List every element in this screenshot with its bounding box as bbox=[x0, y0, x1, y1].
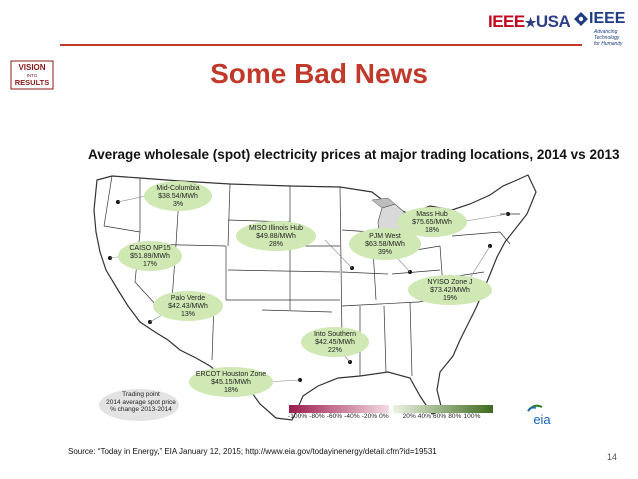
slide-title: Some Bad News bbox=[210, 58, 428, 89]
svg-text:INTO: INTO bbox=[27, 73, 38, 78]
bubble-mass bbox=[397, 207, 467, 237]
hub-name: PJM West bbox=[369, 233, 401, 240]
hub-name: Into Southern bbox=[314, 331, 356, 338]
hub-name: MISO Illinois Hub bbox=[249, 225, 303, 232]
bubble-ercot bbox=[189, 367, 273, 397]
scale-label: -80% bbox=[309, 413, 325, 420]
hub-change: 19% bbox=[443, 295, 457, 302]
hub-name: Palo Verde bbox=[171, 295, 205, 302]
scale-labels: -100% -80% -60% -40% -20% 0% 20% 40% 60%… bbox=[288, 413, 508, 420]
hub-change: 17% bbox=[143, 261, 157, 268]
bubble-palo-verde bbox=[153, 291, 223, 321]
source-note: Source: “Today in Energy,” EIA January 1… bbox=[68, 447, 437, 456]
ieee-diamond-icon bbox=[574, 12, 588, 26]
scale-label: -100% bbox=[288, 413, 308, 420]
hub-price: $51.89/MWh bbox=[130, 253, 170, 260]
hub-price: $42.43/MWh bbox=[168, 303, 208, 310]
bubble-caiso bbox=[118, 241, 182, 271]
hub-price: $75.65/MWh bbox=[412, 219, 452, 226]
legend-text: Trading point 2014 average spot price % … bbox=[96, 391, 186, 414]
scale-label: 0% bbox=[379, 413, 389, 420]
ieee-logo: IEEE Advancing Technology for Humanity bbox=[574, 10, 634, 50]
legend-line: 2014 average spot price bbox=[106, 398, 176, 406]
scale-label: -40% bbox=[344, 413, 360, 420]
hub-price: $49.88/MWh bbox=[256, 233, 296, 240]
hub-price: $38.54/MWh bbox=[158, 193, 198, 200]
vision-into-results-logo: VISION INTO RESULTS bbox=[10, 60, 54, 90]
bubble-miso bbox=[236, 221, 316, 251]
hub-change: 22% bbox=[328, 347, 342, 354]
hub-name: Mid-Columbia bbox=[156, 185, 199, 192]
page-number: 14 bbox=[607, 452, 618, 462]
scale-label: 100% bbox=[463, 413, 481, 420]
hub-change: 3% bbox=[173, 201, 183, 208]
scale-label: 80% bbox=[448, 413, 462, 420]
hub-name: NYISO Zone J bbox=[427, 279, 472, 286]
legend-bubble bbox=[99, 389, 179, 421]
hub-change: 18% bbox=[224, 387, 238, 394]
hub-labels: Mid-Columbia $38.54/MWh 3% CAISO NP15 $5… bbox=[129, 185, 472, 394]
legend-line: % change 2013-2014 bbox=[110, 406, 172, 413]
bubble-pjm bbox=[349, 228, 421, 260]
ieee-usa-logo: IEEE★USA bbox=[488, 12, 571, 31]
scale-label: 60% bbox=[433, 413, 447, 420]
svg-text:VISION: VISION bbox=[18, 63, 45, 72]
hub-name: Mass Hub bbox=[416, 211, 448, 218]
bubble-southern bbox=[301, 327, 369, 357]
hub-price: $45.15/MWh bbox=[211, 379, 251, 386]
scale-label: 20% bbox=[402, 413, 416, 420]
scale-label: -60% bbox=[326, 413, 343, 420]
hub-bubbles bbox=[118, 181, 492, 397]
bubble-mid-columbia bbox=[144, 181, 212, 211]
eia-logo-text: eia bbox=[533, 412, 551, 427]
hub-name: ERCOT Houston Zone bbox=[196, 371, 266, 378]
eia-logo: eia bbox=[527, 404, 551, 427]
hub-price: $73.42/MWh bbox=[430, 287, 470, 294]
hub-name: CAISO NP15 bbox=[129, 245, 170, 252]
scale-label: 40% bbox=[417, 413, 432, 420]
color-scale bbox=[289, 405, 493, 413]
bubble-nyiso bbox=[408, 275, 492, 305]
hub-price: $42.45/MWh bbox=[315, 339, 355, 346]
hub-change: 13% bbox=[181, 311, 195, 318]
ieee-tagline: Advancing Technology for Humanity bbox=[594, 29, 623, 47]
hub-change: 39% bbox=[378, 249, 392, 256]
svg-text:RESULTS: RESULTS bbox=[15, 78, 49, 87]
hub-change: 28% bbox=[269, 241, 283, 248]
legend-line: Trading point bbox=[122, 391, 160, 398]
ieee-logo-word: IEEE bbox=[589, 10, 626, 27]
map-title: Average wholesale (spot) electricity pri… bbox=[88, 147, 620, 162]
hub-price: $63.58/MWh bbox=[365, 241, 405, 248]
hub-change: 18% bbox=[425, 227, 439, 234]
scale-label: -20% bbox=[361, 413, 378, 420]
